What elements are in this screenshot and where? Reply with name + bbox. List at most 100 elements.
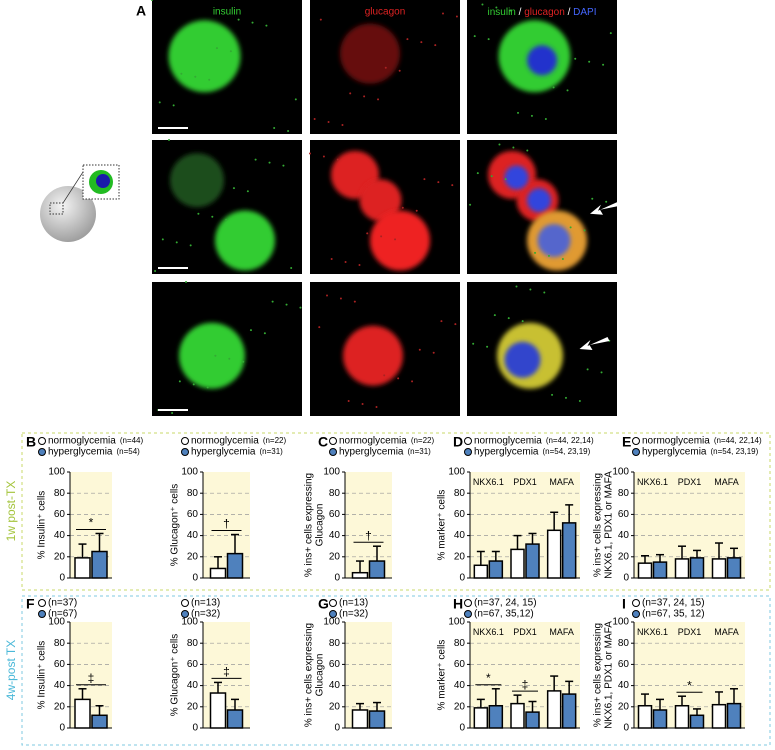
label-part: DAPI [573, 7, 596, 18]
y-tick-label: 100 [448, 467, 465, 478]
cell [527, 45, 557, 76]
speck [609, 32, 612, 35]
speck [287, 129, 290, 132]
y-tick-label: 0 [59, 723, 65, 734]
speck [285, 303, 288, 306]
y-tick-label: 100 [323, 467, 340, 478]
speck [454, 323, 457, 326]
speck [521, 320, 524, 323]
y-tick-label: 100 [612, 467, 629, 478]
legend-marker [632, 437, 640, 445]
category-label: MAFA [714, 627, 739, 637]
bar [525, 543, 540, 579]
speck [290, 266, 293, 269]
speck [564, 396, 567, 399]
speck [237, 18, 240, 21]
y-tick-label: 0 [623, 573, 629, 584]
y-axis-label: % Glucagon⁺ cells [170, 634, 181, 717]
speck [380, 235, 383, 238]
speck [208, 78, 211, 81]
y-axis-label: Glucagon [315, 654, 326, 697]
speck [384, 66, 387, 69]
significance-mark: * [486, 671, 491, 685]
speck [534, 251, 537, 254]
legend-n: (n=22) [263, 436, 287, 445]
legend-label: normoglycemia [339, 436, 407, 447]
cell [504, 165, 529, 190]
legend-marker [329, 610, 337, 618]
speck [271, 300, 274, 303]
legend-label: hyperglycemia [339, 447, 404, 458]
bar [689, 714, 705, 729]
y-tick-label: 20 [187, 551, 199, 562]
speck [353, 300, 356, 303]
legend-n: (n=54, 23,19) [710, 447, 758, 456]
y-axis-label: % marker⁺ cells [437, 490, 448, 561]
speck [509, 9, 512, 12]
bar [226, 709, 244, 729]
speck [411, 380, 414, 383]
speck [336, 158, 339, 161]
speck [197, 212, 200, 215]
bar [546, 690, 562, 729]
y-tick-label: 100 [48, 617, 65, 628]
speck [605, 200, 608, 203]
speck [600, 371, 603, 374]
speck [349, 92, 352, 95]
speck [588, 60, 591, 63]
row-box [21, 595, 771, 746]
cell [343, 325, 403, 386]
bar [473, 564, 489, 579]
y-tick-label: 60 [618, 509, 630, 520]
speck [473, 35, 476, 38]
row-label: 4w-post TX [4, 640, 18, 700]
legend-label: (n=13) [191, 598, 220, 609]
legend-label: normoglycemia [191, 436, 259, 447]
speck [229, 50, 232, 53]
significance-mark: ‡ [88, 671, 95, 685]
legend-marker [329, 599, 337, 607]
y-tick-label: 40 [618, 680, 630, 691]
speck [476, 172, 479, 175]
y-tick-label: 60 [329, 509, 341, 520]
plot-background [470, 622, 580, 728]
speck [211, 215, 214, 218]
y-tick-label: 80 [187, 488, 199, 499]
bar [74, 557, 91, 579]
speck [185, 281, 188, 283]
y-tick-label: 0 [334, 723, 340, 734]
y-axis-label: NKX6.1, PDX1 or MAFA [604, 621, 615, 729]
legend-label: hyperglycemia [48, 447, 113, 458]
legend-marker [464, 599, 472, 607]
legend-label: (n=13) [339, 598, 368, 609]
y-tick-label: 60 [329, 659, 341, 670]
bar [488, 560, 504, 579]
legend-n: (n=54) [116, 447, 140, 456]
speck [517, 111, 520, 114]
bar [351, 571, 369, 579]
speck [397, 377, 400, 380]
y-tick-label: 80 [454, 488, 466, 499]
y-axis-label: % ins+ cells expressing [593, 473, 604, 577]
y-tick-label: 20 [329, 551, 341, 562]
speck [206, 386, 209, 389]
speck [318, 326, 321, 329]
plot-background [634, 472, 745, 578]
y-axis-label: Glucagon [315, 504, 326, 547]
speck [561, 257, 564, 260]
y-tick-label: 20 [618, 701, 630, 712]
speck [228, 357, 231, 360]
legend-label: normoglycemia [642, 436, 710, 447]
speck [377, 98, 380, 101]
label-part: glucagon [524, 7, 565, 18]
speck [574, 57, 577, 60]
sphere-diagram [40, 164, 120, 242]
speck [552, 86, 555, 89]
panel-letter: E [622, 434, 631, 450]
legend-label: normoglycemia [474, 436, 542, 447]
speck [420, 41, 423, 44]
legend-marker [329, 448, 337, 456]
y-tick-label: 0 [59, 573, 65, 584]
significance-mark: * [687, 678, 692, 692]
